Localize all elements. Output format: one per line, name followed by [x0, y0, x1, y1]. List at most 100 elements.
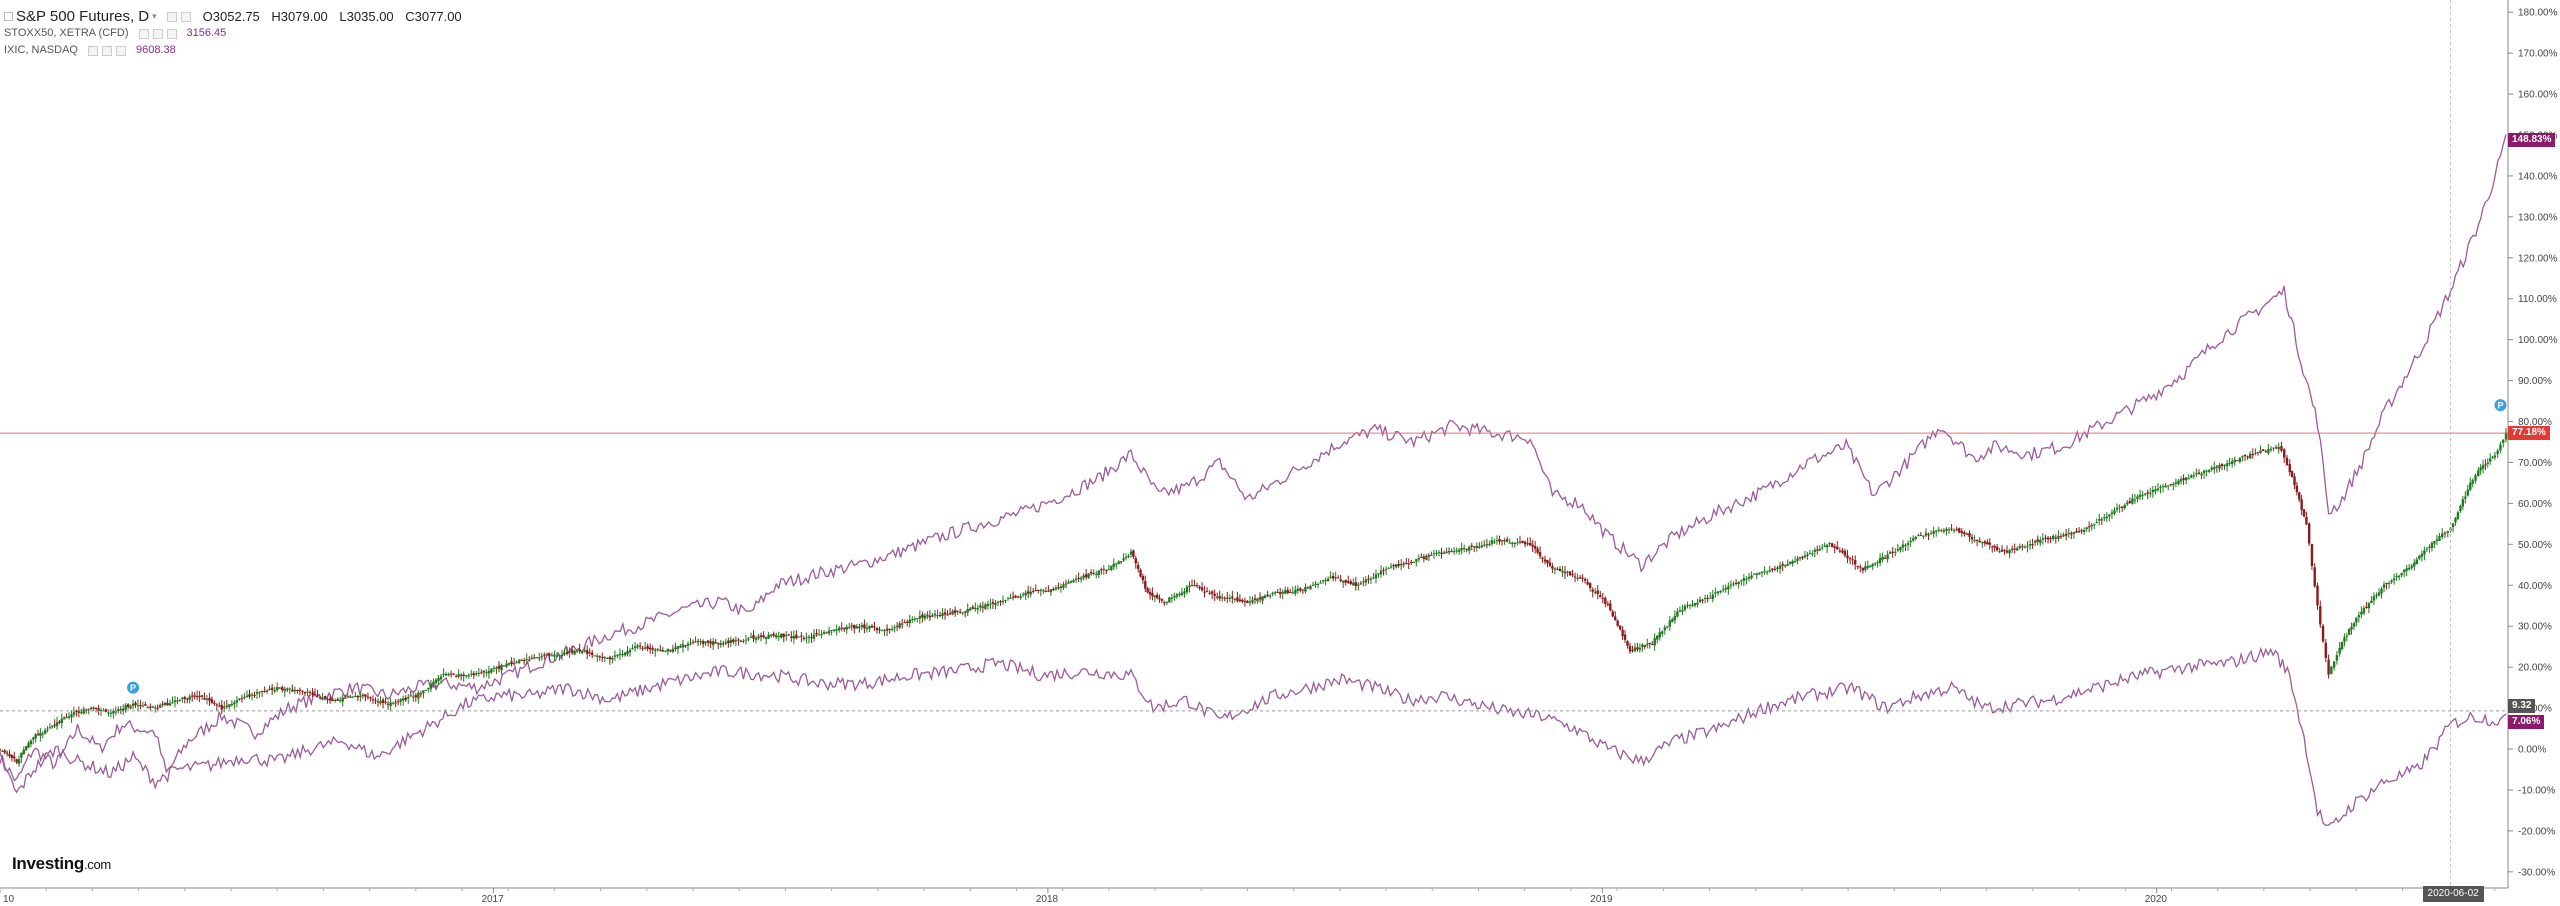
candle-body: [2220, 463, 2224, 467]
settings-icon[interactable]: [101, 45, 112, 56]
candle-body: [507, 663, 511, 665]
candle-body: [785, 635, 788, 637]
candle-body: [495, 667, 498, 669]
candle-body: [2418, 556, 2421, 559]
candle-body: [694, 641, 697, 643]
candle-body: [2187, 478, 2190, 480]
candle-body: [2115, 507, 2119, 510]
investing-logo[interactable]: Investing.com: [12, 854, 111, 874]
candle-body: [1596, 590, 1599, 594]
candle-body: [22, 749, 25, 755]
candle-body: [331, 699, 334, 702]
candle-body: [1122, 558, 1125, 561]
candle-body: [656, 648, 659, 650]
candle-body: [1711, 594, 1715, 599]
compare-symbol-nasdaq[interactable]: IXIC, NASDAQ: [4, 44, 78, 56]
candle-body: [2385, 583, 2388, 585]
candle-body: [75, 710, 78, 712]
candle-body: [1442, 552, 1446, 554]
candle-body: [991, 602, 995, 604]
candle-body: [1541, 557, 1544, 559]
compare-symbol-stoxx[interactable]: STOXX50, XETRA (CFD): [4, 27, 129, 39]
candle-body: [996, 601, 1000, 603]
eye-icon[interactable]: [138, 28, 149, 39]
candle-body: [918, 615, 922, 619]
candle-body: [1721, 589, 1725, 591]
candle-body: [588, 652, 591, 654]
candle-body: [648, 647, 652, 650]
candle-body: [1450, 550, 1453, 553]
candle-body: [1117, 561, 1120, 564]
candle-body: [724, 642, 727, 644]
candle-body: [248, 694, 251, 697]
settings-icon[interactable]: [152, 28, 163, 39]
candle-body: [1158, 598, 1161, 600]
candle-body: [1238, 599, 1242, 602]
candle-body: [664, 650, 667, 652]
candle-body: [1347, 581, 1350, 583]
eye-icon[interactable]: [87, 45, 98, 56]
candle-body: [999, 601, 1002, 603]
candle-body: [1691, 604, 1694, 606]
candle-body: [1740, 580, 1743, 582]
main-symbol-title[interactable]: S&P 500 Futures, D: [16, 8, 150, 25]
candle-body: [948, 613, 952, 615]
candle-body: [1299, 588, 1302, 591]
candle-body: [908, 619, 911, 624]
candle-body: [1374, 574, 1378, 579]
candle-body: [792, 635, 796, 639]
candle-body: [1765, 571, 1769, 573]
candle-body: [2046, 537, 2050, 540]
candle-body: [1551, 566, 1554, 569]
candle-body: [626, 650, 629, 655]
candle-body: [817, 634, 821, 636]
candle-body: [407, 697, 410, 699]
settings-icon[interactable]: [180, 11, 191, 22]
candle-body: [734, 640, 738, 642]
candle-body: [351, 696, 355, 698]
close-icon[interactable]: [166, 28, 177, 39]
candle-body: [832, 629, 836, 631]
chevron-down-icon[interactable]: ▾: [152, 11, 157, 21]
candle-body: [1716, 591, 1720, 594]
candle-body: [1445, 551, 1448, 554]
candle-body: [1773, 568, 1777, 570]
candle-body: [1134, 558, 1137, 564]
legend-compare-row-stoxx[interactable]: STOXX50, XETRA (CFD) 3156.45: [4, 25, 470, 42]
candle-body: [364, 694, 367, 697]
candle-body: [1059, 586, 1063, 589]
candle-body: [156, 707, 159, 709]
candle-body: [916, 618, 919, 620]
candle-body: [560, 655, 564, 657]
candle-body: [636, 645, 639, 648]
candle-body: [2123, 505, 2126, 509]
candle-body: [48, 727, 52, 729]
collapse-icon[interactable]: [4, 12, 13, 21]
legend-compare-row-nasdaq[interactable]: IXIC, NASDAQ 9608.38: [4, 42, 470, 59]
candle-body: [328, 698, 332, 701]
event-markers: PP: [127, 399, 2507, 694]
eye-icon[interactable]: [166, 11, 177, 22]
candle-body: [2267, 449, 2270, 454]
candle-body: [2382, 584, 2386, 588]
y-tick-label: 80.00%: [2518, 417, 2552, 428]
legend-main-row[interactable]: S&P 500 Futures, D ▾ O3052.75 H3079.00 L…: [4, 8, 470, 25]
candle-body: [1054, 587, 1058, 590]
candle-body: [1646, 643, 1649, 646]
candle-body: [2136, 496, 2139, 500]
candle-body: [2481, 465, 2485, 469]
candle-body: [863, 624, 866, 629]
time-axis[interactable]: 10 2017 2018 2019 2020: [0, 888, 2496, 905]
candle-body: [1185, 586, 1189, 593]
close-icon[interactable]: [115, 45, 126, 56]
candle-body: [308, 692, 312, 694]
candle-body: [369, 697, 372, 699]
candle-body: [815, 633, 818, 635]
candle-body: [901, 623, 904, 625]
candle-body: [1808, 553, 1812, 555]
candle-body: [601, 656, 604, 658]
candle-body: [2466, 489, 2470, 496]
candle-body: [764, 637, 768, 640]
